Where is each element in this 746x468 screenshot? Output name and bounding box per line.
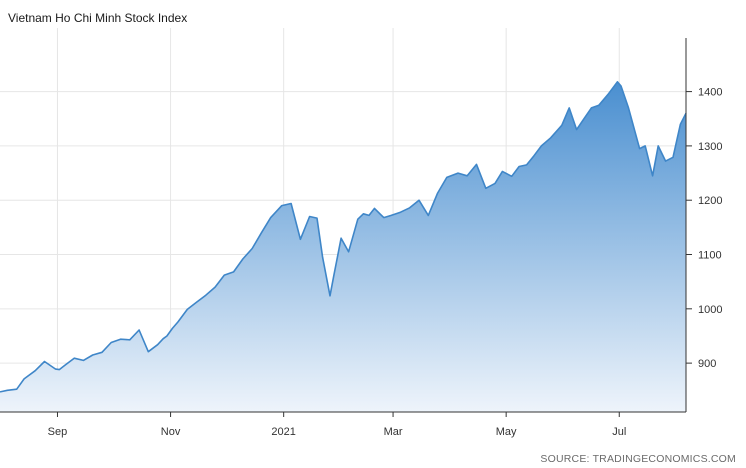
y-tick-label: 1000 xyxy=(698,304,722,316)
tick-label-layer: 900 1000 1100 1200 1300 1400 Sep Nov 2021 Mar May J… xyxy=(48,87,723,438)
source-label: SOURCE: TRADINGECONOMICS.COM xyxy=(540,453,736,465)
x-tick-label: 2021 xyxy=(271,426,295,438)
x-tick-label: Sep xyxy=(48,426,68,438)
y-tick-label: 1400 xyxy=(698,87,722,99)
series-area-layer xyxy=(0,81,687,413)
x-tick-label: Mar xyxy=(384,426,403,438)
y-tick-label: 900 xyxy=(698,358,716,370)
y-tick-label: 1200 xyxy=(698,195,722,207)
x-tick-label: May xyxy=(496,426,517,438)
x-tick-label: Jul xyxy=(612,426,626,438)
series-line xyxy=(0,81,687,393)
chart-title: Vietnam Ho Chi Minh Stock Index xyxy=(8,11,188,25)
axis-layer xyxy=(0,38,692,417)
y-tick-label: 1100 xyxy=(698,250,722,262)
y-tick-label: 1300 xyxy=(698,141,722,153)
x-tick-label: Nov xyxy=(161,426,181,438)
series-area-fill xyxy=(0,81,686,413)
